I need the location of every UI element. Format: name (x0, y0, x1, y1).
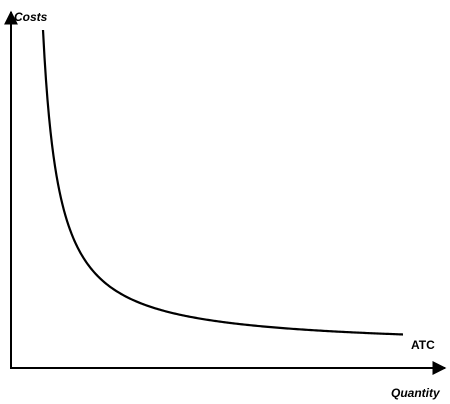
atc-label: ATC (411, 338, 435, 352)
y-axis-label: Costs (14, 10, 48, 24)
atc-curve (41, 29, 404, 336)
x-axis-label: Quantity (391, 386, 441, 400)
